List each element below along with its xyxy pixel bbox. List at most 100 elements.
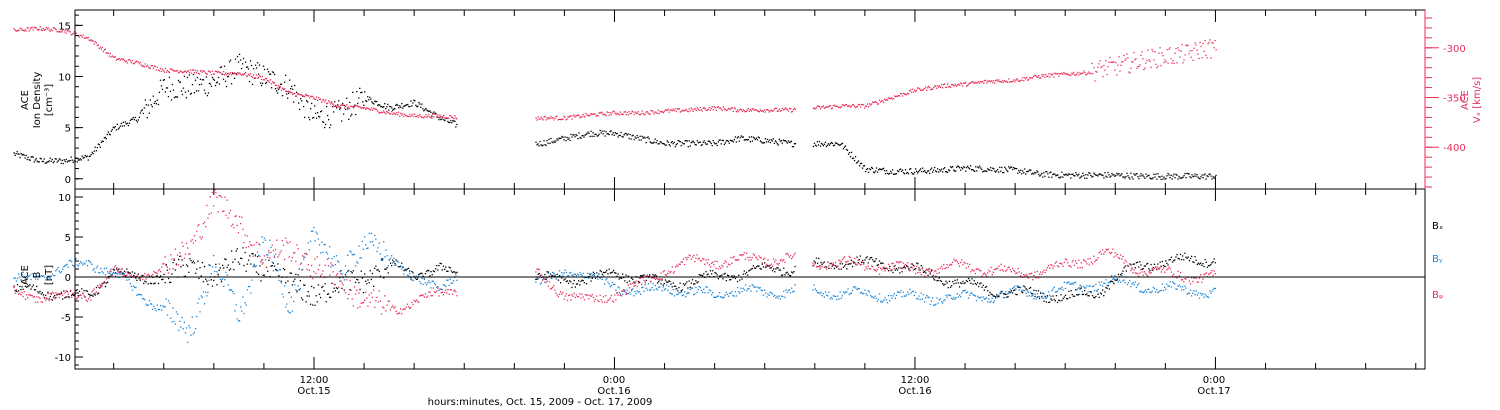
velocity-point (233, 72, 236, 74)
bbz-point (745, 252, 748, 254)
density-point (435, 112, 437, 114)
bby-point (778, 295, 780, 297)
density-point (176, 96, 179, 98)
bby-point (334, 264, 336, 266)
bbz-point (376, 296, 378, 298)
bbz-point (587, 294, 589, 296)
density-point (192, 73, 195, 76)
bby-point (918, 295, 920, 297)
velocity-point (406, 115, 408, 117)
bby-point (751, 284, 753, 286)
bby-point (1094, 290, 1096, 292)
velocity-point (969, 82, 971, 84)
bbz-point (407, 306, 410, 308)
density-point (143, 107, 145, 109)
velocity-point (456, 118, 458, 120)
density-point (1141, 175, 1143, 177)
bby-point (155, 310, 157, 312)
bbz-point (782, 260, 784, 262)
bbz-point (585, 294, 588, 296)
bby-point (561, 272, 563, 274)
bby-point (234, 310, 236, 312)
bbz-point (146, 274, 148, 276)
velocity-point (1086, 73, 1088, 76)
bbz-point (993, 268, 996, 271)
density-point (715, 142, 717, 145)
bbx-point (339, 276, 341, 279)
bbz-point (67, 293, 69, 295)
density-point (153, 102, 155, 104)
velocity-point (614, 112, 616, 114)
bbz-point (434, 291, 437, 294)
density-point (365, 100, 367, 102)
bbx-point (270, 265, 272, 267)
bby-point (364, 236, 366, 238)
bbz-point (303, 256, 305, 258)
bbz-point (282, 244, 285, 246)
velocity-point (572, 115, 574, 117)
bbx-point (830, 262, 832, 264)
bbx-point (357, 279, 359, 281)
velocity-point (172, 69, 175, 72)
bbz-point (962, 264, 964, 266)
bbz-point (651, 277, 653, 279)
bbx-point (537, 273, 539, 275)
velocity-point (645, 111, 647, 113)
bby-point (353, 253, 356, 255)
density-point (962, 168, 964, 170)
bby-point (453, 280, 455, 282)
density-point (538, 145, 540, 147)
bbz-point (667, 273, 669, 275)
density-point (147, 104, 149, 106)
bbz-point (920, 274, 922, 276)
velocity-point (377, 110, 379, 112)
bbz-point (65, 290, 67, 292)
bbz-point (43, 297, 46, 299)
bbx-point (387, 272, 389, 274)
density-point (991, 169, 993, 172)
bbz-point (909, 270, 911, 272)
density-point (220, 66, 223, 68)
bby-point (1182, 286, 1184, 288)
bby-point (909, 288, 911, 290)
bbx-point (1214, 262, 1216, 264)
density-point (787, 140, 790, 142)
velocity-point (298, 93, 300, 95)
bbx-point (608, 268, 610, 270)
density-point (209, 83, 212, 85)
bby-point (945, 294, 947, 297)
density-point (96, 147, 98, 149)
bbx-point (734, 277, 736, 280)
bbx-point (703, 273, 705, 275)
bby-point (610, 284, 612, 287)
density-point (80, 159, 82, 161)
bby-point (16, 277, 19, 279)
density-point (637, 136, 639, 139)
density-point (831, 142, 834, 144)
bby-point (1058, 288, 1060, 290)
density-point (693, 142, 695, 144)
bby-point (697, 288, 699, 291)
bbx-point (229, 268, 232, 270)
velocity-point (242, 74, 245, 76)
density-point (725, 140, 727, 142)
bby-point (1192, 292, 1194, 294)
bbz-point (847, 260, 849, 262)
bby-point (1098, 281, 1100, 283)
velocity-point (620, 113, 622, 115)
bbx-point (866, 256, 868, 258)
bbz-point (378, 290, 380, 292)
velocity-point (198, 73, 201, 75)
bby-point (685, 296, 687, 298)
bbz-point (76, 297, 78, 299)
density-point (815, 145, 818, 147)
density-point (306, 100, 308, 102)
velocity-point (1169, 47, 1171, 49)
bbx-point (1196, 263, 1198, 265)
velocity-point (957, 84, 959, 86)
velocity-point (835, 105, 838, 107)
velocity-point (247, 73, 250, 76)
velocity-point (855, 106, 858, 108)
bbx-point (341, 287, 343, 289)
bbz-point (964, 262, 966, 264)
